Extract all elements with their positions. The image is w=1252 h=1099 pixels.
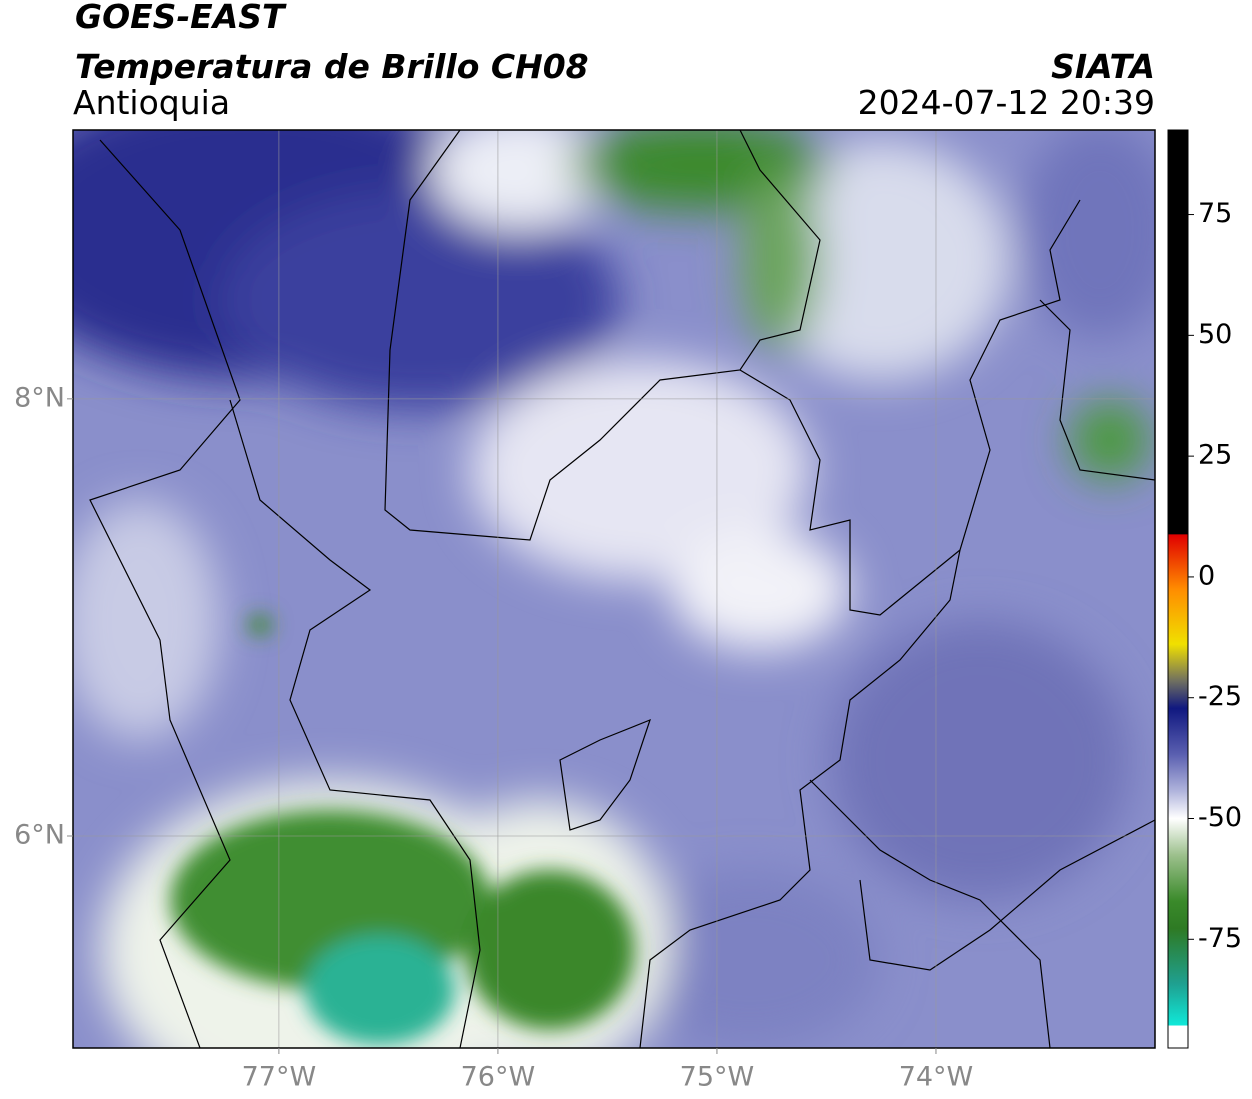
- colorbar-tick-label: 50: [1198, 319, 1232, 350]
- map-image: [73, 130, 1155, 1048]
- colorbar: [1167, 129, 1189, 1049]
- colorbar-tick-label: 25: [1198, 440, 1232, 471]
- y-tick-label: 6°N: [14, 819, 65, 850]
- product-title: Temperatura de Brillo CH08: [75, 47, 589, 86]
- colorbar-tick-label: 75: [1198, 198, 1232, 229]
- datetime-label: 2024-07-12 20:39: [858, 83, 1155, 122]
- x-tick-label: 77°W: [242, 1062, 317, 1093]
- colorbar-tick-label: -50: [1198, 802, 1242, 833]
- colorbar-tick-label: 0: [1198, 560, 1215, 591]
- colorbar-tick-label: -75: [1198, 923, 1242, 954]
- x-tick-label: 76°W: [461, 1062, 536, 1093]
- y-tick-label: 8°N: [14, 382, 65, 413]
- region-label: Antioquia: [73, 83, 230, 122]
- x-tick-label: 74°W: [899, 1062, 974, 1093]
- agency-label: SIATA: [1051, 47, 1155, 86]
- x-tick-label: 75°W: [680, 1062, 755, 1093]
- colorbar-tick-label: -25: [1198, 681, 1242, 712]
- map-frame: [72, 129, 1156, 1049]
- satellite-title: GOES-EAST: [75, 0, 287, 36]
